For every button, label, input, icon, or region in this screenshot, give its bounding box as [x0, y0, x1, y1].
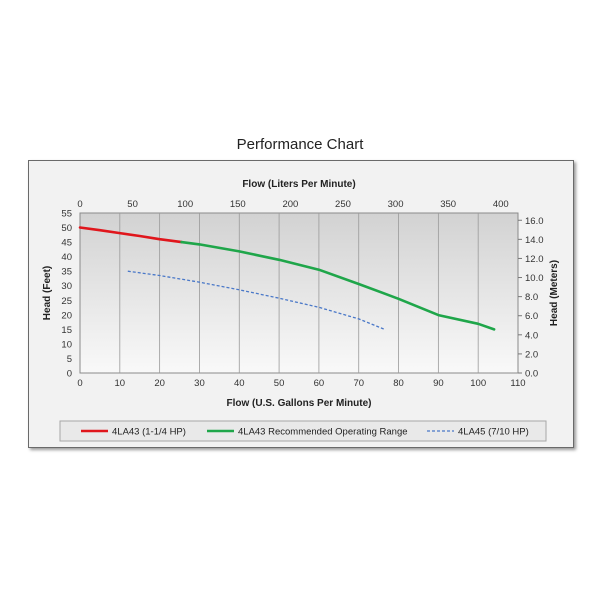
chart-frame: 0 10 20 30 40 50 60 70 80 90 100 110 0 50 100 150 200 250… [28, 160, 574, 448]
legend-label-4la43: 4LA43 (1-1/4 HP) [112, 427, 186, 438]
y2-tick-label: 8.0 [525, 292, 538, 303]
x-tick-label: 40 [234, 378, 245, 389]
series-lines [78, 226, 496, 331]
x-tick-label: 10 [115, 378, 126, 389]
y-tick-label: 0 [67, 369, 72, 380]
y2-tick-label: 6.0 [525, 311, 538, 322]
x2-tick-label: 150 [230, 199, 246, 210]
y2-tick-label: 16.0 [525, 216, 544, 227]
x-tick-label: 100 [470, 378, 486, 389]
y2-tick-label: 10.0 [525, 273, 544, 284]
y-axis-label: Head (Feet) [42, 266, 53, 320]
y-tick-label: 10 [61, 339, 72, 350]
x-tick-label: 50 [274, 378, 285, 389]
y-tick-label: 15 [61, 325, 72, 336]
y2-tick-label: 14.0 [525, 235, 544, 246]
series-line-1 [180, 240, 496, 331]
y2-tick-label: 4.0 [525, 330, 538, 341]
x2-tick-label: 100 [177, 199, 193, 210]
y-tick-label: 55 [61, 209, 72, 220]
y2-axis-label: Head (Meters) [549, 260, 560, 326]
y-tick-label: 30 [61, 281, 72, 292]
x2-tick-label: 300 [388, 199, 404, 210]
plot-area [79, 212, 519, 374]
x2-tick-label: 400 [493, 199, 509, 210]
x-tick-label: 90 [433, 378, 444, 389]
y-tick-label: 45 [61, 238, 72, 249]
y-tick-label: 40 [61, 252, 72, 263]
x-tick-label: 60 [314, 378, 325, 389]
page-title: Performance Chart [236, 136, 364, 153]
y-tick-label: 5 [67, 354, 72, 365]
y-tick-label: 50 [61, 223, 72, 234]
x2-tick-label: 350 [440, 199, 456, 210]
x2-axis-label: Flow (Liters Per Minute) [242, 179, 355, 190]
y-tick-label: 20 [61, 310, 72, 321]
legend-label-4la45: 4LA45 (7/10 HP) [458, 427, 529, 438]
legend: 4LA43 (1-1/4 HP) 4LA43 Recommended Opera… [81, 427, 529, 438]
x2-tick-label: 50 [127, 199, 138, 210]
x-tick-label: 30 [194, 378, 205, 389]
y2-tick-label: 12.0 [525, 254, 544, 265]
x-tick-label: 80 [393, 378, 404, 389]
x2-tick-label: 250 [335, 199, 351, 210]
x-tick-label: 20 [154, 378, 165, 389]
x2-tick-label: 0 [77, 199, 82, 210]
y2-tick-label: 2.0 [525, 349, 538, 360]
y-tick-label: 25 [61, 296, 72, 307]
y-tick-label: 35 [61, 267, 72, 278]
x2-tick-label: 200 [282, 199, 298, 210]
x-tick-label: 0 [77, 378, 82, 389]
x-axis-label: Flow (U.S. Gallons Per Minute) [226, 398, 371, 409]
series-line-0 [78, 226, 183, 244]
legend-box [59, 420, 547, 442]
x-tick-label: 70 [353, 378, 364, 389]
x-tick-label: 110 [510, 378, 525, 389]
legend-label-recommended-range: 4LA43 Recommended Operating Range [238, 427, 408, 438]
y2-tick-label: 0.0 [525, 369, 538, 380]
